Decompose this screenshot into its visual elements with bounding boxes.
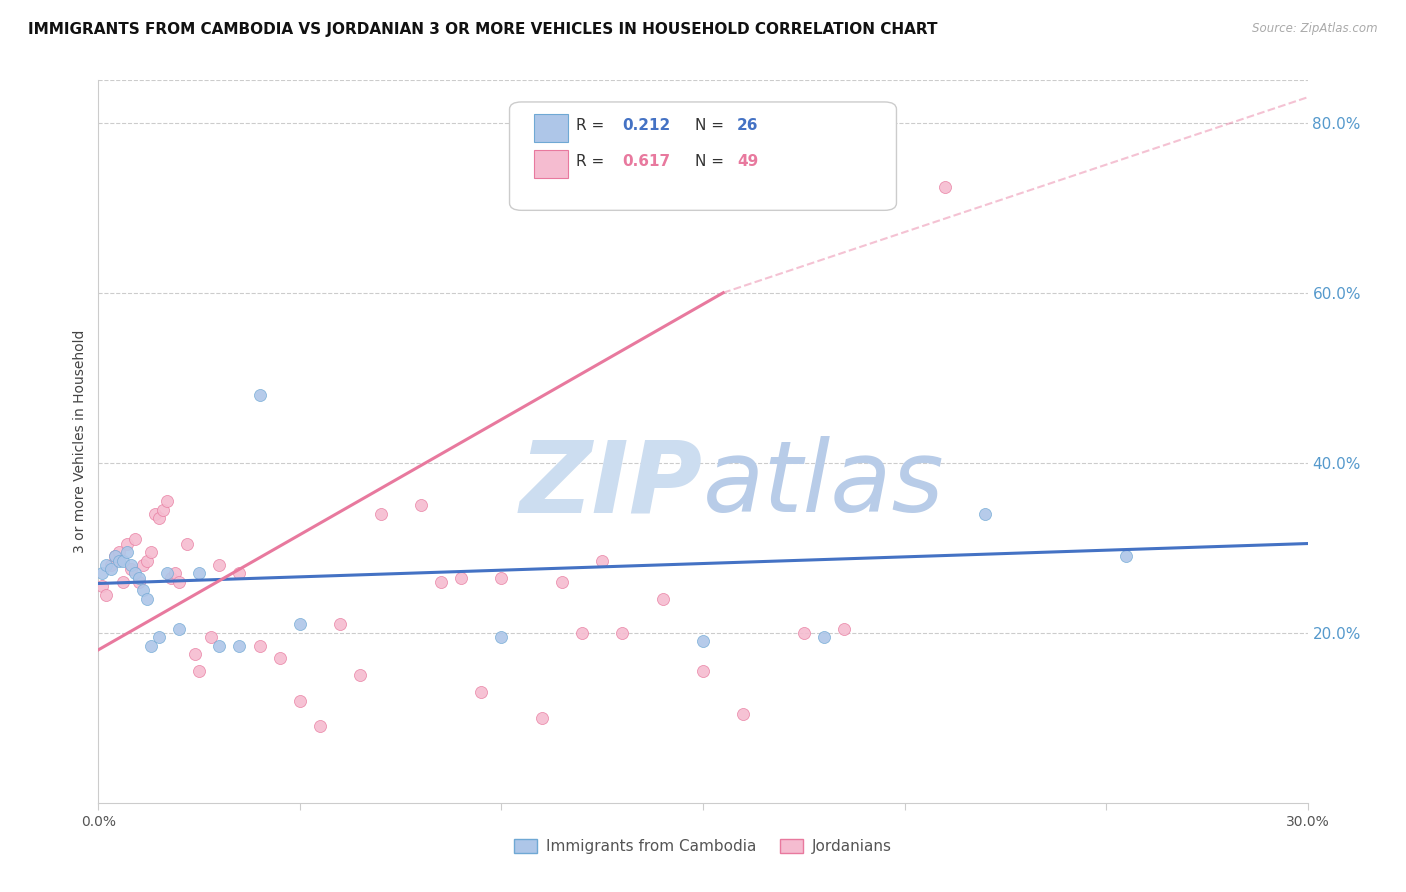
Point	[651, 591, 673, 606]
Point	[208, 639, 231, 653]
Text: IMMIGRANTS FROM CAMBODIA VS JORDANIAN 3 OR MORE VEHICLES IN HOUSEHOLD CORRELATIO: IMMIGRANTS FROM CAMBODIA VS JORDANIAN 3 …	[28, 22, 938, 37]
Point	[309, 719, 332, 733]
Point	[409, 498, 432, 512]
Point	[288, 694, 311, 708]
FancyBboxPatch shape	[509, 102, 897, 211]
Point	[143, 507, 166, 521]
Point	[176, 536, 198, 550]
Text: N =: N =	[695, 154, 728, 169]
Point	[107, 553, 129, 567]
Point	[934, 179, 956, 194]
Point	[612, 625, 634, 640]
Text: N =: N =	[695, 119, 728, 133]
Point	[139, 639, 162, 653]
Point	[832, 622, 855, 636]
Point	[793, 625, 815, 640]
Point	[120, 562, 142, 576]
Point	[128, 570, 150, 584]
Text: Source: ZipAtlas.com: Source: ZipAtlas.com	[1253, 22, 1378, 36]
Point	[120, 558, 142, 572]
Point	[139, 545, 162, 559]
Text: R =: R =	[576, 119, 609, 133]
Point	[107, 545, 129, 559]
Point	[491, 630, 513, 644]
Point	[103, 549, 125, 564]
Point	[135, 553, 157, 567]
Point	[96, 558, 118, 572]
Point	[974, 507, 997, 521]
Point	[91, 566, 114, 581]
Point	[288, 617, 311, 632]
Point	[132, 583, 155, 598]
Text: 26: 26	[737, 119, 758, 133]
Point	[115, 545, 138, 559]
Point	[132, 558, 155, 572]
Point	[370, 507, 392, 521]
Point	[430, 574, 453, 589]
Text: atlas: atlas	[703, 436, 945, 533]
Point	[135, 591, 157, 606]
Point	[269, 651, 291, 665]
Point	[329, 617, 352, 632]
Point	[491, 570, 513, 584]
Point	[156, 494, 179, 508]
Point	[96, 588, 118, 602]
Point	[111, 553, 134, 567]
Point	[124, 566, 146, 581]
Point	[167, 574, 190, 589]
Point	[124, 533, 146, 547]
Point	[228, 566, 250, 581]
Point	[349, 668, 371, 682]
Text: ZIP: ZIP	[520, 436, 703, 533]
Point	[551, 574, 574, 589]
Point	[91, 579, 114, 593]
Text: 0.212: 0.212	[621, 119, 671, 133]
Text: R =: R =	[576, 154, 609, 169]
Legend: Immigrants from Cambodia, Jordanians: Immigrants from Cambodia, Jordanians	[508, 832, 898, 860]
Point	[100, 558, 122, 572]
Point	[228, 639, 250, 653]
Point	[156, 566, 179, 581]
Point	[208, 558, 231, 572]
Point	[100, 562, 122, 576]
Point	[200, 630, 222, 644]
Point	[111, 574, 134, 589]
Point	[152, 502, 174, 516]
Point	[692, 634, 714, 648]
Point	[188, 566, 211, 581]
Text: 49: 49	[737, 154, 758, 169]
Point	[733, 706, 755, 721]
Point	[103, 549, 125, 564]
FancyBboxPatch shape	[534, 114, 568, 142]
Point	[188, 664, 211, 678]
Point	[450, 570, 472, 584]
Point	[1115, 549, 1137, 564]
Y-axis label: 3 or more Vehicles in Household: 3 or more Vehicles in Household	[73, 330, 87, 553]
Point	[249, 639, 271, 653]
Point	[571, 625, 593, 640]
Point	[813, 630, 835, 644]
Point	[692, 664, 714, 678]
Point	[530, 711, 553, 725]
Point	[163, 566, 186, 581]
Point	[148, 511, 170, 525]
Point	[249, 388, 271, 402]
Point	[160, 570, 183, 584]
Point	[115, 536, 138, 550]
Point	[167, 622, 190, 636]
Point	[470, 685, 492, 699]
Point	[591, 553, 613, 567]
Point	[148, 630, 170, 644]
Point	[184, 647, 207, 661]
FancyBboxPatch shape	[534, 151, 568, 178]
Point	[128, 574, 150, 589]
Text: 0.617: 0.617	[621, 154, 671, 169]
